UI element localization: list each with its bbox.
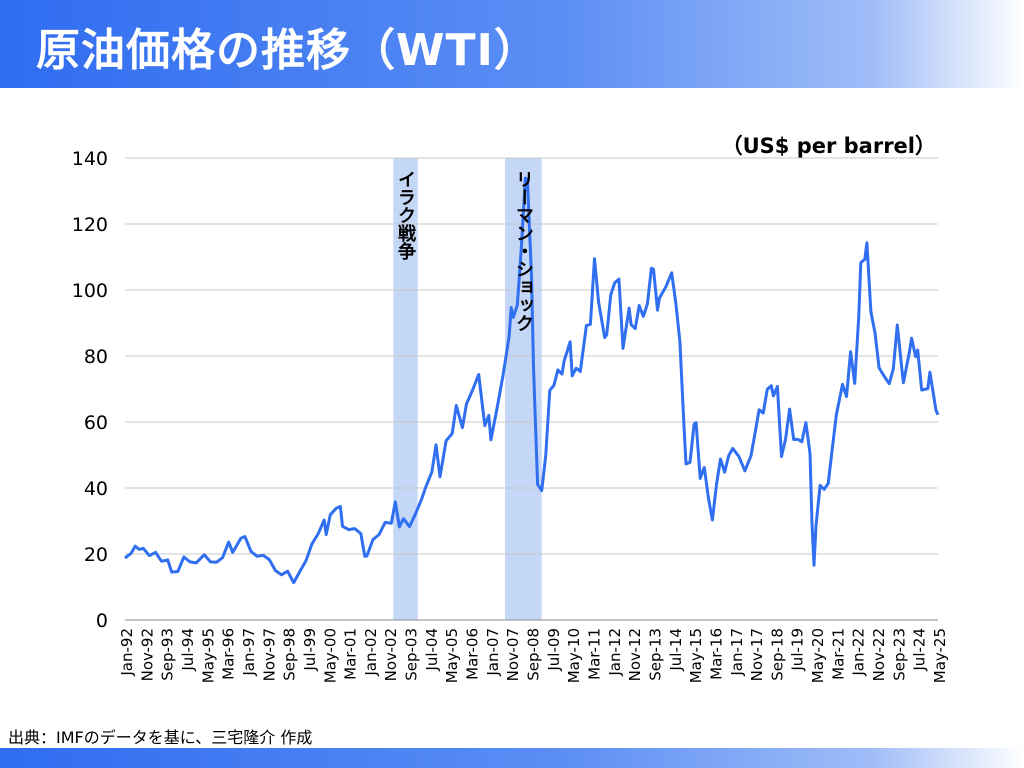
x-tick-label: Jan-12	[606, 628, 624, 677]
x-tick-label: May-95	[199, 628, 217, 683]
x-tick-label: Jan-17	[728, 628, 746, 677]
x-tick-label: May-25	[931, 628, 949, 683]
x-tick-label: Mar-11	[585, 628, 603, 680]
x-tick-label: Sep-13	[646, 628, 664, 681]
y-tick-label: 20	[84, 544, 108, 566]
x-tick-label: Sep-98	[281, 628, 299, 681]
x-tick-label: Jul-04	[423, 628, 441, 672]
price-line	[124, 176, 940, 585]
x-tick-label: May-15	[687, 628, 705, 683]
y-tick-label: 80	[84, 346, 108, 368]
x-tick-label: Sep-08	[525, 628, 543, 681]
unit-label: （US$ per barrel）	[722, 134, 936, 158]
x-tick-label: Sep-03	[403, 628, 421, 681]
x-tick-label: Nov-22	[870, 628, 888, 681]
highlight-band	[393, 158, 418, 620]
event-label: イラク戦争	[395, 170, 416, 261]
x-tick-label: May-10	[565, 628, 583, 683]
x-tick-label: Jul-09	[545, 628, 563, 672]
y-tick-label: 140	[72, 148, 108, 170]
footer-bar	[0, 748, 1024, 768]
x-tick-label: Jan-97	[240, 628, 258, 677]
x-tick-label: Nov-97	[260, 628, 278, 681]
x-tick-label: Mar-16	[707, 628, 725, 680]
event-label: リーマン・ショック	[513, 170, 534, 332]
y-tick-label: 0	[96, 610, 108, 632]
x-tick-label: Jul-14	[667, 628, 685, 672]
x-tick-label: Jul-94	[179, 628, 197, 672]
x-tick-label: Mar-21	[829, 628, 847, 680]
x-tick-label: May-00	[321, 628, 339, 683]
x-tick-label: Mar-96	[220, 628, 238, 680]
title-header: 原油価格の推移（WTI）	[0, 0, 1024, 88]
x-tick-label: Sep-18	[768, 628, 786, 681]
page-title: 原油価格の推移（WTI）	[36, 25, 539, 76]
x-tick-label: Nov-07	[504, 628, 522, 681]
x-tick-label: Jan-22	[850, 628, 868, 677]
x-tick-label: Jan-92	[118, 628, 136, 677]
x-tick-label: Nov-12	[626, 628, 644, 681]
y-tick-label: 40	[84, 478, 108, 500]
x-tick-label: Nov-17	[748, 628, 766, 681]
y-tick-label: 100	[72, 280, 108, 302]
x-tick-label: Mar-01	[342, 628, 360, 680]
x-tick-label: Nov-02	[382, 628, 400, 681]
y-tick-label: 120	[72, 214, 108, 236]
x-tick-label: Mar-06	[464, 628, 482, 680]
x-tick-label: May-05	[443, 628, 461, 683]
x-tick-label: Sep-93	[159, 628, 177, 681]
x-tick-label: May-20	[809, 628, 827, 683]
source-note: 出典：IMFのデータを基に、三宅隆介 作成	[8, 728, 313, 747]
x-tick-label: Jul-24	[911, 628, 929, 672]
x-tick-label: Jul-99	[301, 628, 319, 672]
x-tick-label: Jul-19	[789, 628, 807, 672]
x-tick-label: Jan-02	[362, 628, 380, 677]
y-tick-label: 60	[84, 412, 108, 434]
x-tick-label: Jan-07	[484, 628, 502, 677]
x-tick-label: Sep-23	[890, 628, 908, 681]
x-tick-label: Nov-92	[138, 628, 156, 681]
